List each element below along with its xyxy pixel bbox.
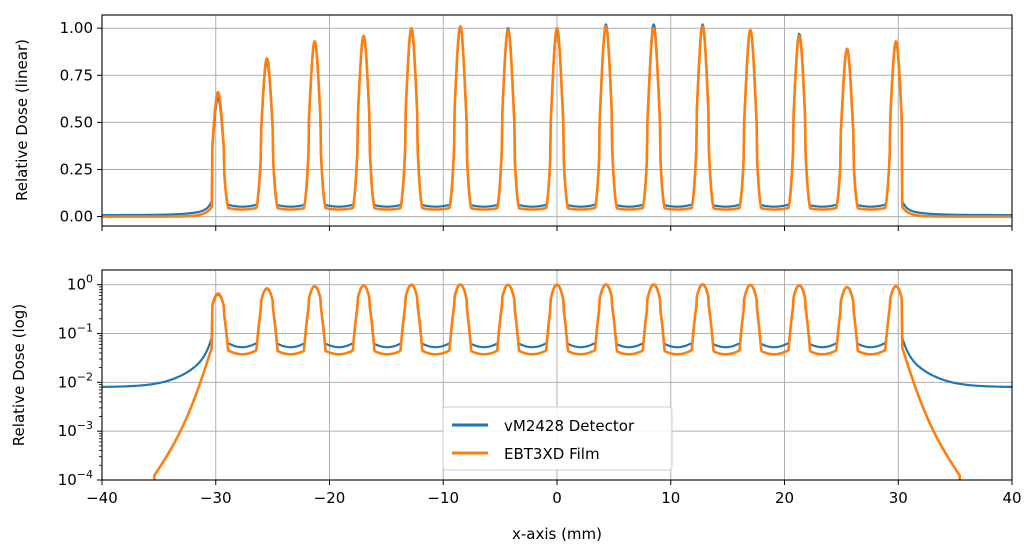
bottom-y-tick-label: 10−2 [58, 370, 93, 391]
top-y-tick-label: 0.25 [60, 160, 93, 178]
film-line-linear [102, 25, 1012, 218]
bottom-x-tick-label: −30 [200, 489, 232, 507]
top-series-lines [102, 23, 1012, 218]
bottom-x-ticks: −40 −30 −20 −10 0 10 20 30 40 [86, 480, 1022, 507]
top-x-ticks [101, 226, 1013, 231]
legend-label-film: EBT3XD Film [504, 445, 600, 463]
bottom-y-tick-label: 10−1 [58, 322, 93, 343]
bottom-y-ticks: 10−4 10−3 10−2 10−1 100 [58, 273, 102, 489]
bottom-series-lines [102, 283, 1012, 480]
top-y-axis-label: Relative Dose (linear) [13, 39, 31, 201]
bottom-y-tick-label: 10−3 [58, 419, 93, 440]
top-y-tick-label: 0.75 [60, 66, 93, 84]
bottom-x-tick-label: 10 [661, 489, 680, 507]
film-line-log [152, 283, 962, 480]
legend: vM2428 Detector EBT3XD Film [442, 406, 673, 471]
bottom-y-tick-label: 100 [67, 273, 93, 294]
legend-box [442, 406, 673, 471]
bottom-x-tick-label: 30 [889, 489, 908, 507]
bottom-x-tick-label: −20 [314, 489, 346, 507]
x-axis-label: x-axis (mm) [512, 525, 602, 543]
linear-dose-panel: 0.00 0.25 0.50 0.75 1.00 Relative Dose (line… [13, 14, 1013, 231]
top-y-tick-label: 1.00 [60, 19, 93, 37]
bottom-x-tick-label: 0 [552, 489, 562, 507]
legend-label-detector: vM2428 Detector [504, 417, 635, 435]
top-grid [101, 15, 1013, 226]
bottom-y-tick-label: 10−4 [58, 468, 93, 489]
bottom-x-tick-label: 40 [1002, 489, 1021, 507]
bottom-x-tick-label: −10 [427, 489, 459, 507]
bottom-x-tick-label: 20 [775, 489, 794, 507]
bottom-x-tick-label: −40 [86, 489, 118, 507]
top-y-tick-label: 0.50 [60, 113, 93, 131]
top-y-tick-label: 0.00 [60, 208, 93, 226]
top-y-ticks: 0.00 0.25 0.50 0.75 1.00 [60, 19, 102, 226]
log-dose-panel: 10−4 10−3 10−2 10−1 100 −40 −30 −20 −10 0 10 20 30 4… [10, 269, 1022, 543]
bottom-y-axis-label: Relative Dose (log) [10, 304, 28, 446]
